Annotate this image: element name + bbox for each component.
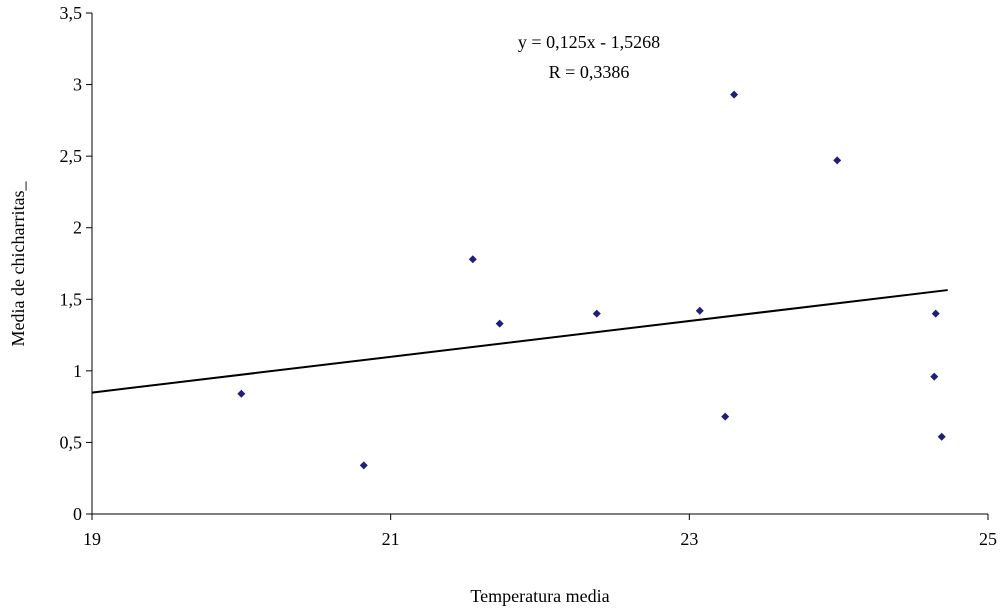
trendline [91,289,948,394]
x-tick-label: 23 [680,529,698,549]
data-points [237,90,946,470]
data-point [237,389,246,398]
data-point [721,412,730,421]
y-tick-label: 3 [73,75,82,95]
trendline-equation: y = 0,125x - 1,5268 [518,32,660,52]
data-point [730,90,739,99]
y-tick-label: 0,5 [60,432,83,452]
x-axis-ticks: 19 21 23 25 [83,514,997,549]
x-axis-title: Temperatura media [470,586,609,606]
data-point [359,461,368,470]
y-axis-ticks: 0 0,5 1 1,5 2 2,5 3 3,5 [60,3,92,524]
data-point [592,309,601,318]
y-tick-label: 1 [73,361,82,381]
y-tick-label: 0 [73,504,82,524]
x-tick-label: 19 [83,529,101,549]
x-tick-label: 21 [382,529,400,549]
x-tick-label: 25 [979,529,997,549]
y-axis-title: Media de chicharritas_ [8,181,28,347]
y-tick-label: 2 [73,218,82,238]
data-point [495,319,504,328]
y-tick-label: 3,5 [60,3,83,23]
y-tick-label: 2,5 [60,146,83,166]
data-point [937,432,946,441]
axes [91,13,988,515]
data-point [695,306,704,315]
correlation-label: R = 0,3386 [549,62,630,82]
data-point [930,372,939,381]
y-tick-label: 1,5 [60,289,83,309]
data-point [833,156,842,165]
data-point [468,255,477,264]
data-point [931,309,940,318]
